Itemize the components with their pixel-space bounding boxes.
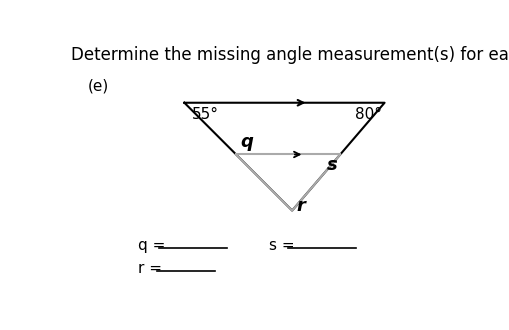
Text: 80°: 80° [355, 107, 382, 121]
Text: Determine the missing angle measurement(s) for each figure: Determine the missing angle measurement(… [71, 46, 509, 64]
Text: s =: s = [269, 238, 294, 253]
Text: (e): (e) [88, 78, 109, 93]
Text: r: r [295, 197, 304, 215]
Text: s: s [326, 156, 336, 174]
Text: r =: r = [138, 261, 162, 276]
Text: q =: q = [138, 238, 165, 253]
Text: 55°: 55° [192, 107, 219, 121]
Text: q: q [240, 133, 253, 151]
